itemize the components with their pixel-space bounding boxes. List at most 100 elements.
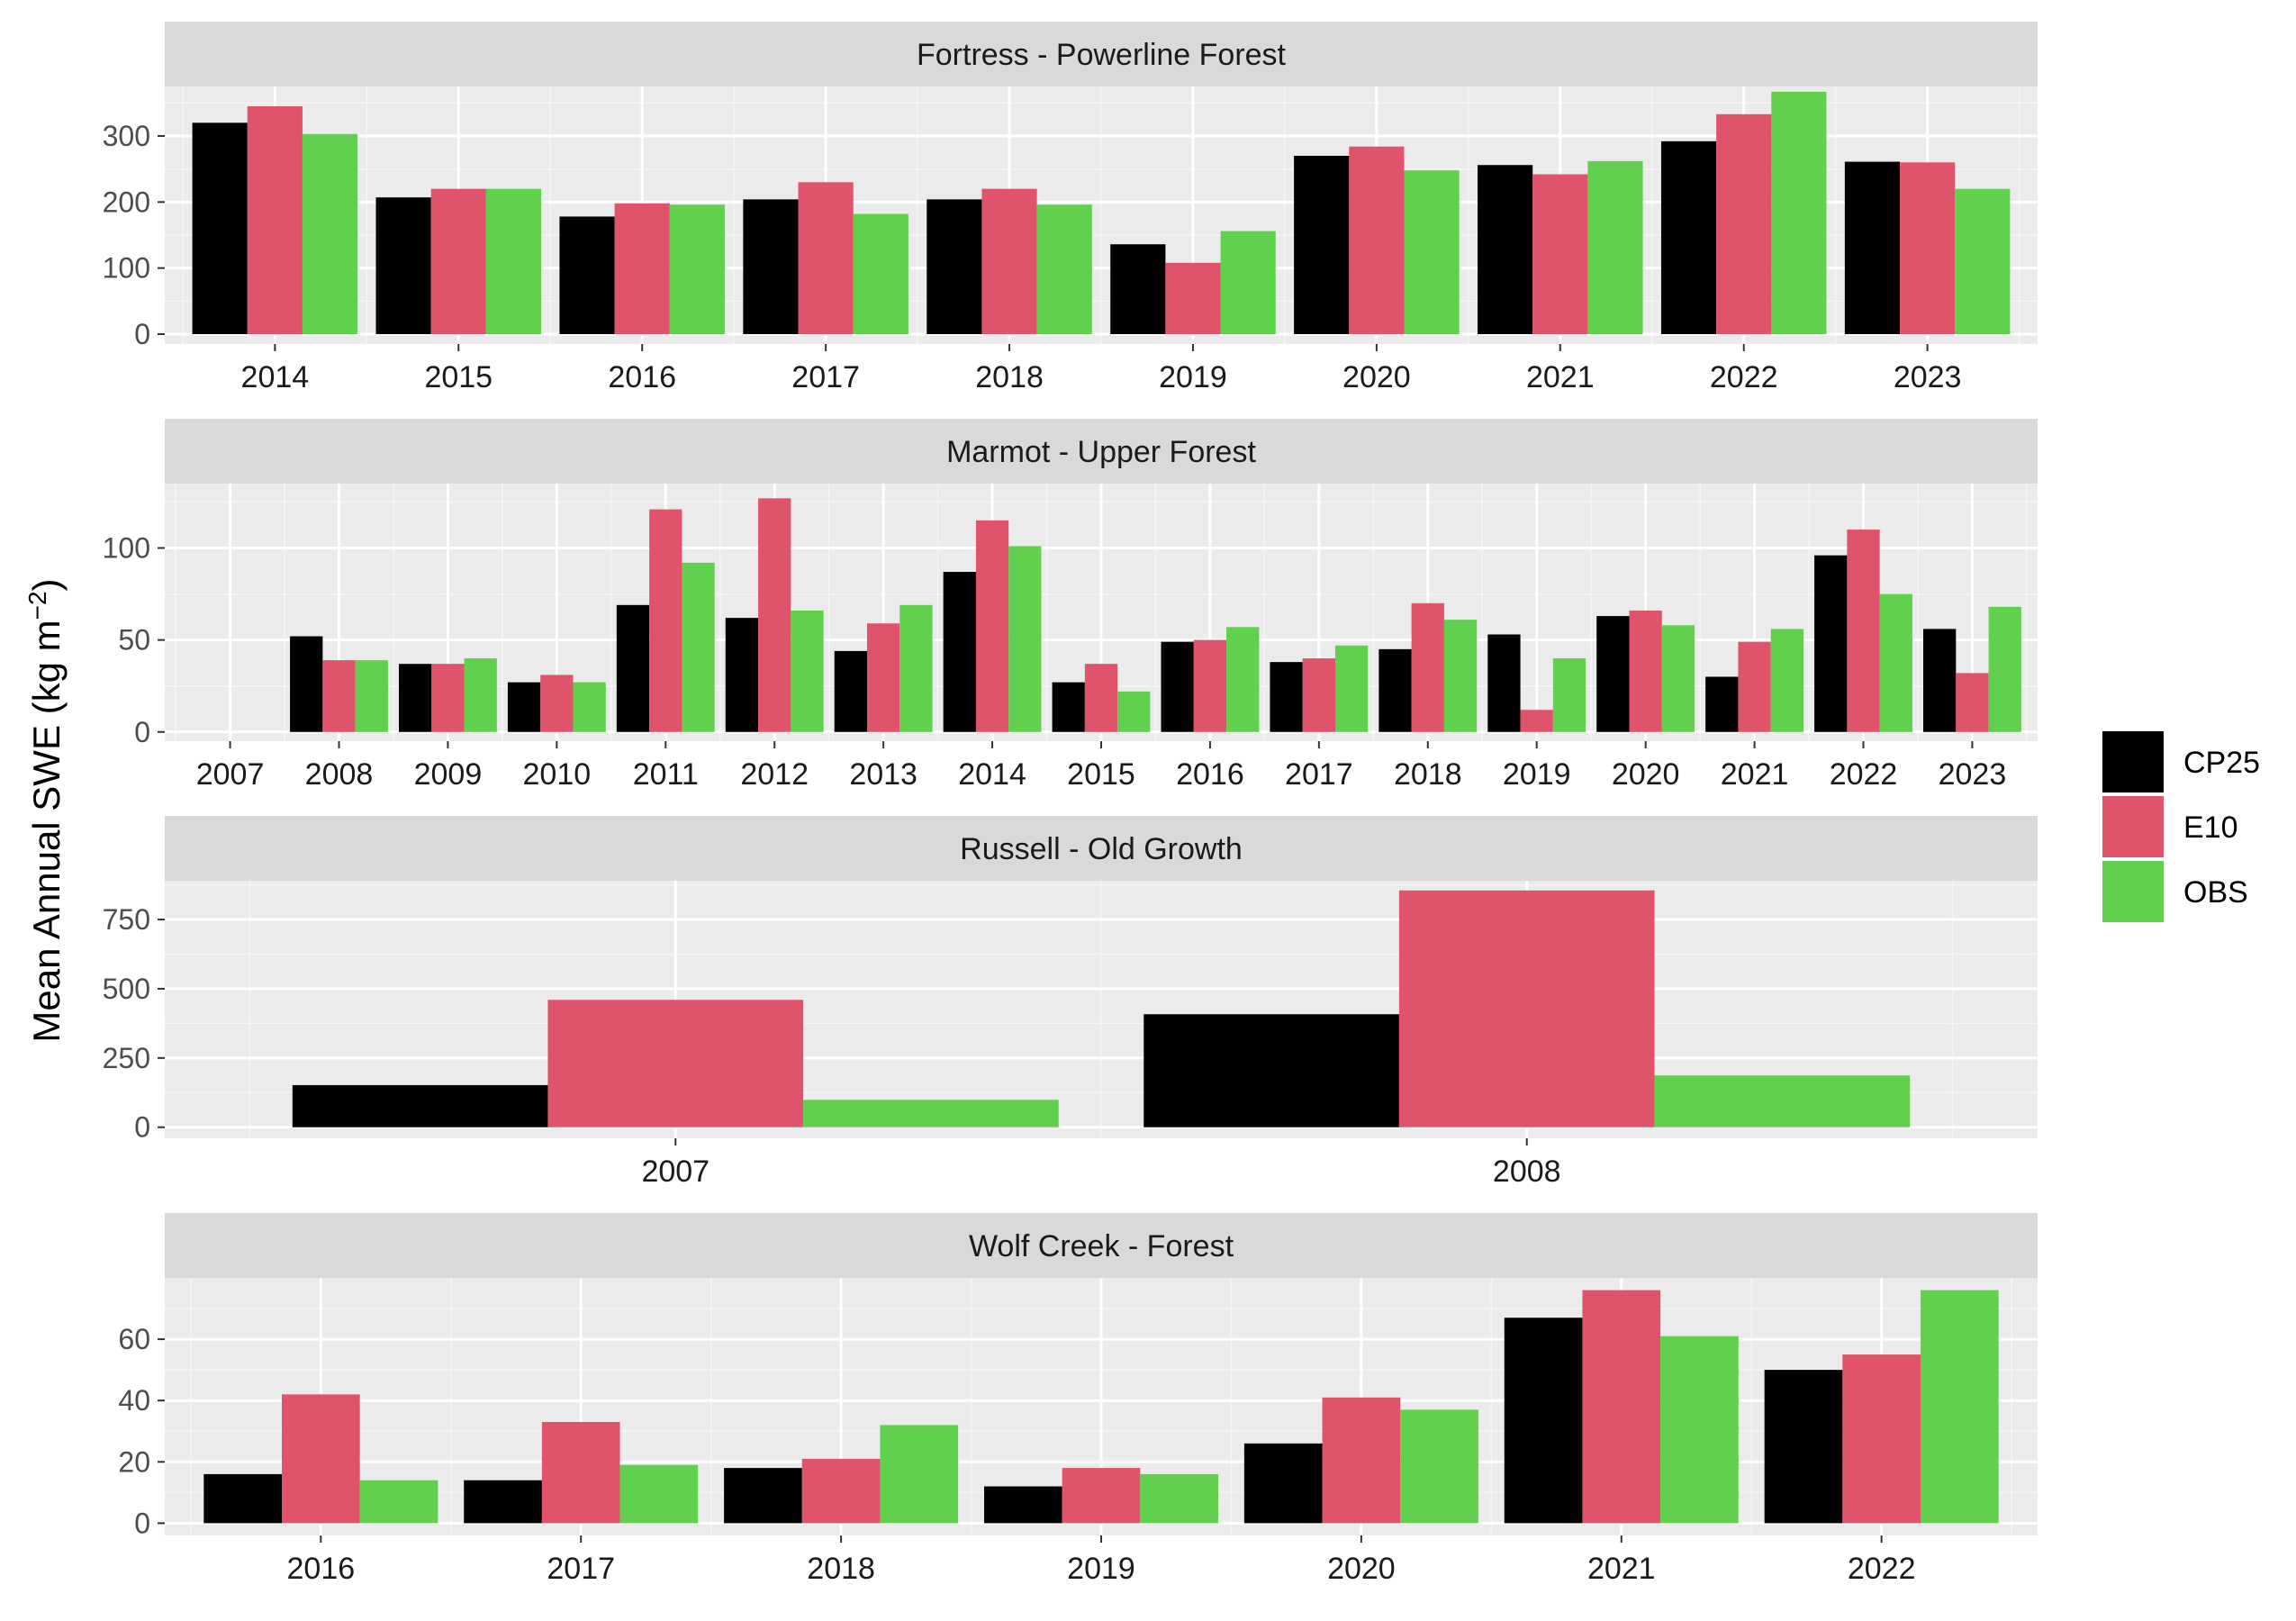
bar-e10-2022 (1842, 1354, 1921, 1524)
bar-e10-2017 (541, 1422, 620, 1524)
bar-e10-2015 (430, 188, 486, 334)
bar-e10-2019 (1062, 1468, 1141, 1524)
x-tick-label: 2018 (1394, 757, 1462, 792)
bar-obs-2022 (1921, 1290, 1999, 1524)
x-tick-label: 2018 (807, 1552, 875, 1586)
x-tick-label: 2019 (1159, 360, 1227, 394)
x-tick-label: 2016 (608, 360, 676, 394)
bar-cp25-2016 (203, 1473, 282, 1524)
x-tick-label: 2017 (1285, 757, 1353, 792)
bar-e10-2010 (540, 675, 574, 732)
bar-obs-2017 (1335, 645, 1369, 732)
bar-e10-2017 (798, 182, 854, 334)
x-tick-label: 2014 (958, 757, 1026, 792)
bar-e10-2013 (867, 623, 900, 732)
bar-cp25-2017 (464, 1480, 542, 1524)
panel-3: Russell - Old Growth 0 250 500 750 2007 2008 (103, 816, 2038, 1189)
y-tick-label: 0 (134, 318, 150, 350)
bar-e10-2023 (1956, 673, 1989, 732)
bar-e10-2020 (1629, 610, 1662, 732)
bar-cp25-2019 (1487, 634, 1521, 732)
x-tick-label: 2021 (1526, 360, 1595, 394)
x-tick-label: 2017 (791, 360, 860, 394)
panel-title: Wolf Creek - Forest (969, 1229, 1234, 1263)
bar-obs-2020 (1404, 170, 1460, 334)
bar-cp25-2014 (192, 122, 248, 334)
legend: CP25 E10 OBS (2102, 731, 2260, 922)
bar-cp25-2018 (1379, 648, 1412, 732)
bar-cp25-2021 (1705, 676, 1739, 732)
bar-obs-2023 (1955, 188, 2011, 334)
bar-cp25-2010 (507, 682, 541, 732)
x-tick-label: 2022 (1830, 757, 1898, 792)
bar-cp25-2018 (927, 199, 982, 334)
panel-4: Wolf Creek - Forest 0 20 40 60 2016 2017 2018 20… (118, 1213, 2038, 1586)
bar-obs-2014 (1008, 546, 1042, 732)
y-tick-label: 0 (134, 1111, 150, 1144)
bar-cp25-2022 (1814, 555, 1848, 732)
x-tick-label: 2012 (740, 757, 809, 792)
bar-obs-2023 (1988, 606, 2021, 732)
bar-obs-2012 (791, 610, 824, 732)
bar-cp25-2020 (1596, 616, 1630, 732)
bar-cp25-2017 (743, 199, 799, 334)
bar-e10-2019 (1165, 262, 1221, 334)
bar-cp25-2022 (1660, 140, 1717, 334)
bar-e10-2021 (1738, 641, 1771, 732)
y-tick-label: 100 (103, 252, 150, 285)
x-tick-label: 2022 (1848, 1552, 1916, 1586)
bar-obs-2020 (1661, 625, 1695, 732)
bar-e10-2014 (975, 520, 1009, 732)
bar-e10-2016 (282, 1394, 360, 1524)
bar-cp25-2012 (725, 618, 759, 732)
bar-obs-2010 (573, 682, 606, 732)
bar-cp25-2023 (1923, 629, 1957, 732)
panel-strip (165, 419, 2038, 484)
legend-key-cp25 (2102, 731, 2164, 792)
x-tick-label: 2020 (1612, 757, 1680, 792)
x-tick-label: 2021 (1721, 757, 1789, 792)
bar-e10-2016 (1193, 639, 1227, 732)
bar-e10-2020 (1322, 1397, 1401, 1524)
bar-obs-2009 (464, 658, 497, 732)
bar-obs-2016 (1226, 627, 1260, 732)
x-tick-label: 2023 (1894, 360, 1962, 394)
bar-obs-2018 (1443, 620, 1478, 732)
y-tick-label: 0 (134, 1507, 150, 1539)
bar-obs-2015 (1117, 691, 1151, 732)
y-tick-label: 100 (103, 532, 150, 565)
bar-e10-2018 (801, 1458, 881, 1524)
bar-e10-2014 (247, 106, 303, 334)
bar-obs-2021 (1770, 629, 1803, 732)
bar-e10-2023 (1900, 162, 1956, 334)
bar-obs-2019 (1140, 1473, 1218, 1524)
bar-cp25-2019 (984, 1486, 1062, 1524)
bar-cp25-2009 (399, 664, 432, 732)
bar-obs-2018 (880, 1425, 959, 1524)
x-tick-label: 2007 (641, 1155, 710, 1189)
y-tick-label: 300 (103, 120, 150, 152)
x-tick-label: 2020 (1327, 1552, 1396, 1586)
bar-e10-2012 (758, 498, 791, 732)
x-tick-label: 2015 (424, 360, 493, 394)
x-tick-label: 2021 (1587, 1552, 1656, 1586)
bar-obs-2017 (853, 213, 908, 334)
bar-e10-2018 (981, 188, 1037, 334)
bar-cp25-2014 (943, 572, 976, 732)
bar-obs-2020 (1400, 1409, 1478, 1524)
bar-cp25-2023 (1844, 161, 1901, 334)
bar-e10-2018 (1411, 602, 1444, 732)
bar-obs-2014 (302, 133, 358, 334)
legend-key-obs (2102, 861, 2164, 922)
bar-obs-2008 (1654, 1075, 1911, 1127)
bar-obs-2019 (1220, 231, 1276, 334)
y-tick-label: 250 (103, 1042, 150, 1074)
panel-strip (165, 816, 2038, 881)
bar-e10-2009 (431, 664, 465, 732)
y-tick-label: 500 (103, 973, 150, 1005)
bar-cp25-2019 (1110, 244, 1166, 334)
legend-label-obs: OBS (2183, 875, 2248, 910)
x-tick-label: 2018 (975, 360, 1044, 394)
bar-cp25-2018 (724, 1468, 802, 1524)
